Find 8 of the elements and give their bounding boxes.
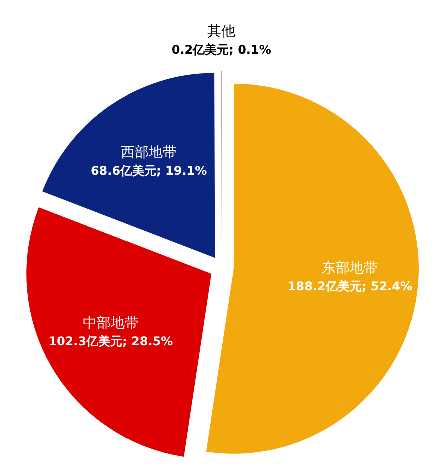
data-label: 0.2亿美元; 0.1%: [172, 43, 272, 57]
slice-label: 其他: [208, 24, 236, 40]
slice-label: 西部地带: [121, 145, 178, 162]
data-label: 68.6亿美元; 19.1%: [90, 164, 208, 178]
slice-label: 中部地带: [82, 316, 139, 332]
data-label: 188.2亿美元; 52.4%: [288, 280, 412, 294]
slice-label: 东部地带: [322, 260, 378, 277]
data-label: 102.3亿美元; 28.5%: [48, 334, 174, 349]
